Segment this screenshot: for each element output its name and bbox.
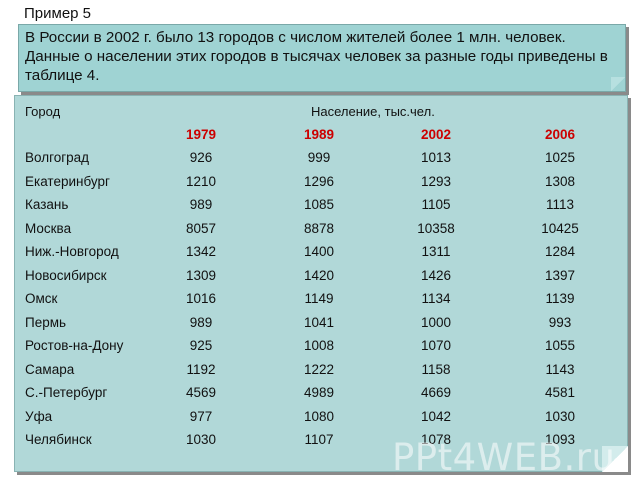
population-value: 1139 bbox=[545, 291, 575, 306]
population-value: 1085 bbox=[303, 197, 335, 212]
population-value: 1397 bbox=[544, 267, 576, 283]
table-row: Ростов-на-Дону 925 1008 1070 1055 bbox=[15, 338, 627, 361]
city-name: Новосибирск bbox=[25, 267, 107, 283]
city-name: Волгоград bbox=[25, 150, 90, 165]
table-row: Москва 8057 8878 10358 10425 bbox=[15, 221, 627, 244]
population-value: 989 bbox=[189, 197, 213, 212]
population-value: 1143 bbox=[545, 361, 575, 377]
population-value: 925 bbox=[189, 338, 213, 353]
population-value: 1025 bbox=[544, 150, 576, 165]
population-value: 1158 bbox=[421, 361, 451, 377]
year-header: 2006 bbox=[544, 127, 576, 142]
population-value: 1400 bbox=[303, 244, 335, 259]
population-value: 1222 bbox=[303, 361, 335, 377]
population-value: 977 bbox=[189, 408, 213, 424]
population-value: 1296 bbox=[303, 173, 335, 189]
population-value: 8057 bbox=[185, 220, 217, 236]
population-table: Город Население, тыс.чел. 1979 1989 2002… bbox=[14, 95, 628, 472]
year-header: 1979 bbox=[185, 127, 217, 142]
population-value: 1311 bbox=[421, 244, 451, 259]
table-row: С.-Петербург 4569 4989 4669 4581 bbox=[15, 385, 627, 408]
corner-fold bbox=[611, 77, 625, 91]
population-value: 8878 bbox=[303, 220, 335, 236]
population-value: 4581 bbox=[544, 385, 576, 400]
population-value: 4569 bbox=[185, 385, 217, 400]
population-value: 1308 bbox=[544, 173, 576, 189]
year-header: 2002 bbox=[420, 127, 452, 142]
city-name: Ниж.-Новгород bbox=[25, 244, 119, 259]
population-value: 1192 bbox=[186, 361, 216, 377]
population-value: 989 bbox=[189, 314, 213, 330]
population-value: 1149 bbox=[304, 291, 334, 306]
population-value: 1042 bbox=[420, 408, 452, 424]
population-value: 926 bbox=[189, 150, 213, 165]
population-value: 1078 bbox=[420, 432, 452, 447]
population-value: 1284 bbox=[544, 244, 576, 259]
population-value: 4989 bbox=[303, 385, 335, 400]
city-name: Екатеринбург bbox=[25, 173, 110, 189]
population-column-header: Население, тыс.чел. bbox=[311, 104, 435, 119]
city-name: Челябинск bbox=[25, 432, 92, 447]
population-value: 1030 bbox=[185, 432, 217, 447]
population-value: 1293 bbox=[420, 173, 452, 189]
city-name: Ростов-на-Дону bbox=[25, 338, 124, 353]
population-value: 1134 bbox=[421, 291, 451, 306]
population-value: 1041 bbox=[303, 314, 335, 330]
population-value: 999 bbox=[307, 150, 331, 165]
intro-box: В России в 2002 г. было 13 городов с чис… bbox=[18, 24, 626, 92]
population-value: 1013 bbox=[420, 150, 452, 165]
population-value: 1420 bbox=[303, 267, 335, 283]
population-value: 1055 bbox=[544, 338, 576, 353]
population-value: 1342 bbox=[185, 244, 217, 259]
population-value: 1016 bbox=[185, 291, 217, 306]
page-title: Пример 5 bbox=[24, 5, 92, 22]
city-name: Казань bbox=[25, 197, 69, 212]
population-value: 1000 bbox=[420, 314, 452, 330]
population-value: 1113 bbox=[545, 197, 575, 212]
city-name: Пермь bbox=[25, 314, 67, 330]
population-value: 10358 bbox=[417, 220, 455, 236]
population-value: 1105 bbox=[421, 197, 451, 212]
population-value: 1426 bbox=[420, 267, 452, 283]
city-name: С.-Петербург bbox=[25, 385, 108, 400]
population-value: 1080 bbox=[303, 408, 335, 424]
year-header: 1989 bbox=[303, 127, 335, 142]
corner-fold bbox=[602, 446, 628, 472]
city-name: Москва bbox=[25, 220, 72, 236]
population-value: 1008 bbox=[303, 338, 335, 353]
watermark: PPt4WEB.ru bbox=[392, 436, 616, 479]
table-row: Казань 989 1085 1105 1113 bbox=[15, 197, 627, 220]
population-value: 1070 bbox=[420, 338, 452, 353]
table-row: Омск 1016 1149 1134 1139 bbox=[15, 291, 627, 314]
population-value: 1107 bbox=[304, 432, 334, 447]
table-row: Челябинск 1030 1107 1078 1093 bbox=[15, 432, 627, 455]
table-row: Уфа 977 1080 1042 1030 bbox=[15, 409, 627, 432]
population-value: 1030 bbox=[544, 408, 576, 424]
city-name: Самара bbox=[25, 361, 75, 377]
table-row: Екатеринбург 1210 1296 1293 1308 bbox=[15, 174, 627, 197]
population-value: 4669 bbox=[420, 385, 452, 400]
table-row: Волгоград 926 999 1013 1025 bbox=[15, 150, 627, 173]
table-row: Пермь 989 1041 1000 993 bbox=[15, 315, 627, 338]
table-row: Самара 1192 1222 1158 1143 bbox=[15, 362, 627, 385]
table-row: Новосибирск 1309 1420 1426 1397 bbox=[15, 268, 627, 291]
city-name: Уфа bbox=[25, 408, 53, 424]
table-row: Ниж.-Новгород 1342 1400 1311 1284 bbox=[15, 244, 627, 267]
city-name: Омск bbox=[25, 291, 58, 306]
population-value: 10425 bbox=[541, 220, 579, 236]
population-value: 993 bbox=[548, 314, 572, 330]
population-value: 1309 bbox=[185, 267, 217, 283]
population-value: 1210 bbox=[185, 173, 217, 189]
population-value: 1093 bbox=[544, 432, 576, 447]
city-column-header: Город bbox=[25, 104, 61, 119]
intro-text: В России в 2002 г. было 13 городов с чис… bbox=[25, 29, 608, 84]
